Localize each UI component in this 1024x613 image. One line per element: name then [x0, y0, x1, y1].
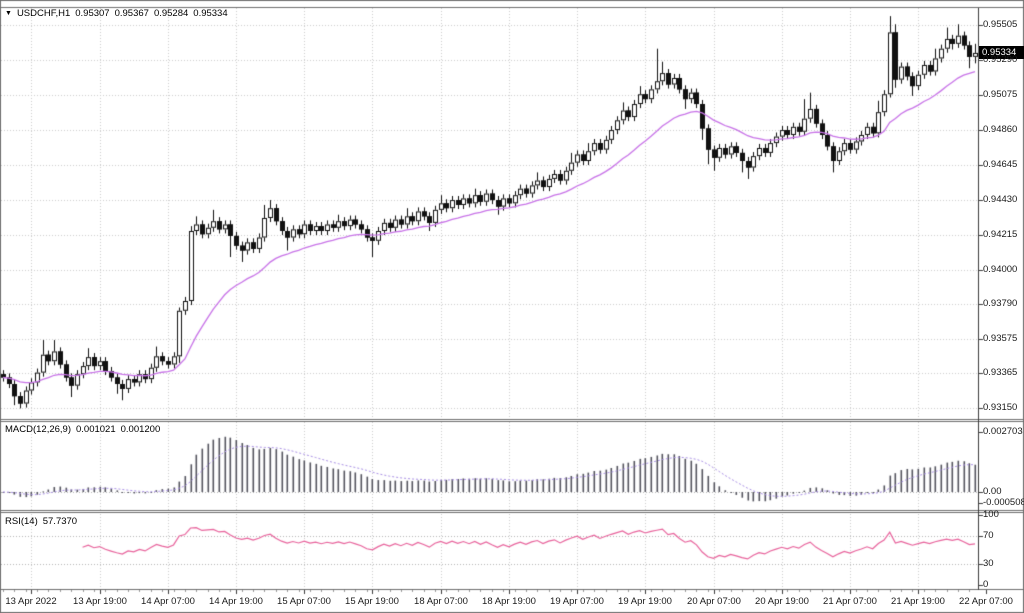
price-axis[interactable] [978, 8, 1024, 590]
time-axis[interactable] [0, 590, 1024, 613]
